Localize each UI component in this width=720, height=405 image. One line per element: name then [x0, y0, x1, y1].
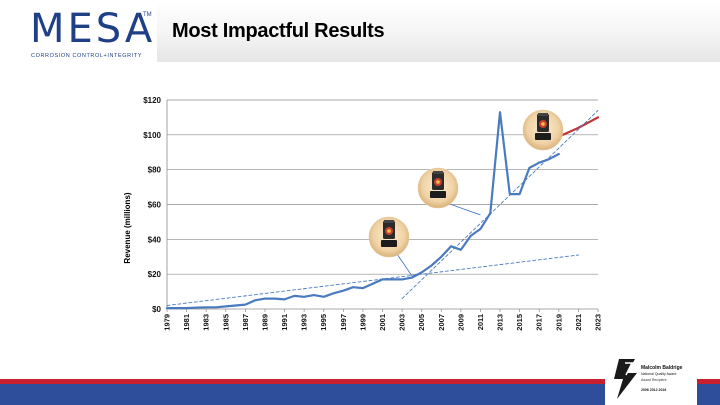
- header-band: [157, 0, 720, 62]
- trophy-base: [381, 240, 397, 247]
- x-tick-label: 2021: [574, 314, 583, 331]
- y-tick-label: $40: [148, 235, 162, 244]
- x-tick-label: 2007: [437, 314, 446, 331]
- baldrige-subtitle: Award Recipient: [641, 378, 667, 382]
- trophy-icon: [417, 167, 481, 216]
- trophy-top: [433, 171, 443, 174]
- projection-series: [557, 116, 600, 138]
- trophy-top: [384, 220, 394, 223]
- y-tick-label: $100: [143, 131, 161, 140]
- trendline-series-2: [166, 254, 579, 306]
- x-tick-label: 1987: [241, 314, 250, 331]
- trophy-medal-center: [387, 229, 391, 233]
- baldrige-title-line2: National Quality Award: [641, 371, 677, 376]
- trophy-base: [535, 133, 551, 140]
- trophy-medal-center: [541, 122, 545, 126]
- x-tick-label: 2019: [554, 314, 563, 331]
- x-tick-label: 1983: [202, 314, 211, 331]
- annotations: [368, 109, 564, 277]
- x-tick-label: 2017: [535, 314, 544, 331]
- x-tick-label: 2003: [398, 314, 407, 331]
- trophy-base: [430, 191, 446, 198]
- trophy-top: [538, 113, 548, 116]
- x-tick-label: 1985: [221, 314, 230, 331]
- baldrige-title: Malcolm Baldrige National Quality Award: [641, 365, 683, 377]
- baldrige-award-panel: [605, 351, 697, 405]
- y-tick-label: $80: [148, 166, 162, 175]
- slide-title: Most Impactful Results: [172, 20, 385, 42]
- trophy-icon: [368, 216, 413, 277]
- trendline-series-3: [401, 110, 599, 300]
- x-tick-label: 1995: [319, 314, 328, 331]
- x-tick-label: 1991: [280, 314, 289, 331]
- x-tick-label: 2011: [476, 314, 485, 330]
- mesa-logo: MESA: [30, 6, 156, 52]
- y-axis-label: Revenue (millions): [123, 192, 132, 263]
- x-tick-label: 2013: [496, 314, 505, 331]
- y-tick-label: $60: [148, 201, 162, 210]
- x-tick-label: 2001: [378, 314, 387, 331]
- logo-trademark: TM: [143, 12, 152, 18]
- x-tick-label: 2005: [417, 314, 426, 331]
- x-tick-label: 2009: [456, 314, 465, 331]
- x-tick-label: 1989: [260, 314, 269, 331]
- x-tick-label: 1997: [339, 314, 348, 331]
- x-tick-label: 1993: [300, 314, 309, 331]
- y-tick-label: $20: [148, 270, 162, 279]
- x-tick-label: 1999: [358, 314, 367, 331]
- series-group: [165, 110, 600, 310]
- axes: $0 $20 $40 $60 $80 $100 $120 1979 1981 1983 1985 19…: [143, 96, 602, 331]
- x-tick-label: 2023: [594, 314, 603, 331]
- slide-header: MESA TM CORROSION CONTROL+INTEGRITY Most…: [0, 0, 720, 62]
- baldrige-years: 2006 2012 2016: [641, 388, 667, 392]
- x-tick-label: 1981: [182, 314, 191, 331]
- trophy-icon: [522, 109, 564, 151]
- logo-tagline: CORROSION CONTROL+INTEGRITY: [31, 53, 143, 59]
- trophy-medal-center: [436, 180, 440, 184]
- y-tick-label: $0: [152, 305, 161, 314]
- revenue-series: [165, 111, 560, 310]
- x-tick-label: 1979: [163, 314, 172, 331]
- baldrige-logo-icon: [614, 359, 637, 399]
- y-tick-label: $120: [143, 96, 161, 105]
- baldrige-title-line1: Malcolm Baldrige: [641, 365, 683, 371]
- x-tick-label: 2015: [515, 314, 524, 331]
- footer-stripe: [0, 379, 720, 384]
